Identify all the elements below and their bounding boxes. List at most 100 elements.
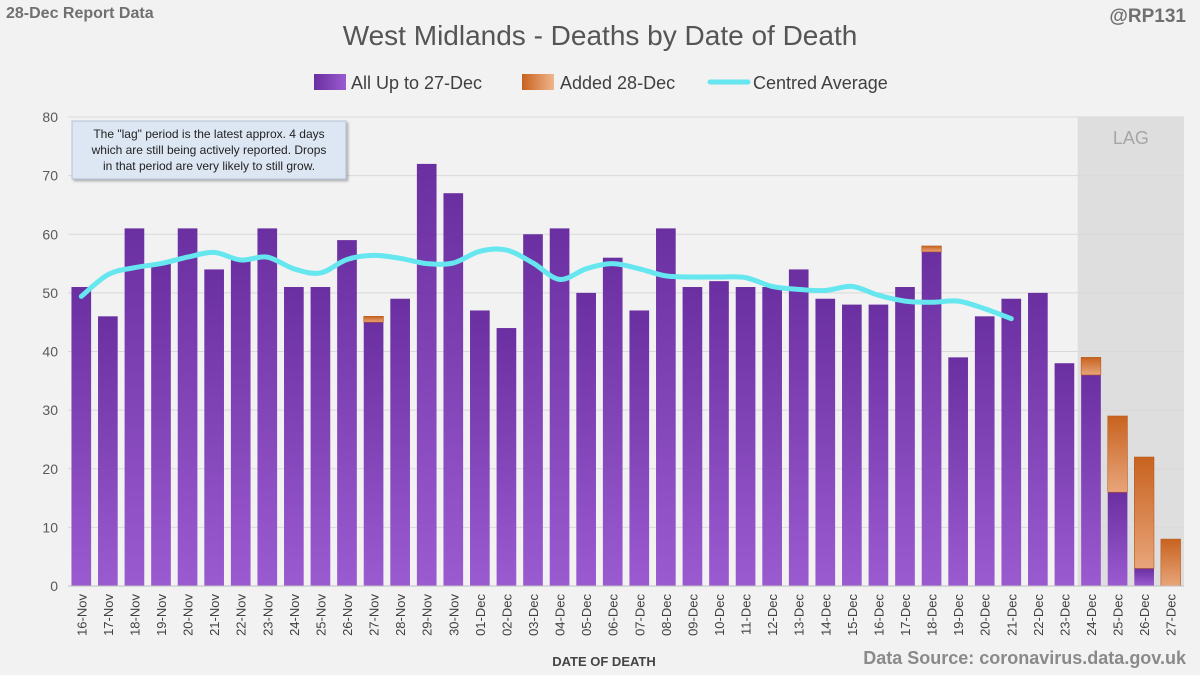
bar-added-28-dec-18-Dec <box>921 245 942 253</box>
bar-all-up-to-27-dec-19-Nov <box>151 263 171 586</box>
bar-all-up-to-27-dec-05-Dec <box>576 292 596 586</box>
x-tick-label-25-Nov: 25-Nov <box>313 594 328 636</box>
bar-all-up-to-27-dec-22-Dec <box>1028 292 1048 586</box>
bar-all-up-to-27-dec-24-Nov <box>284 287 304 586</box>
legend-swatch-all-up-to-27-dec <box>314 74 346 90</box>
x-tick-label-05-Dec: 05-Dec <box>579 594 594 636</box>
x-tick-label-24-Nov: 24-Nov <box>287 594 302 636</box>
bar-added-28-dec-24-Dec <box>1080 357 1102 376</box>
bar-added-28-dec-27-Nov <box>363 316 384 323</box>
bar-all-up-to-27-dec-02-Dec <box>496 328 517 586</box>
x-tick-label-25-Dec: 25-Dec <box>1111 594 1126 636</box>
bar-added-28-dec-27-Dec <box>1160 538 1181 587</box>
lag-annotation-box: The "lag" period is the latest approx. 4… <box>71 120 347 180</box>
bar-all-up-to-27-dec-04-Dec <box>549 228 570 586</box>
bar-all-up-to-27-dec-20-Dec <box>974 316 995 586</box>
y-tick-label: 40 <box>42 344 58 360</box>
bar-all-up-to-27-dec-12-Dec <box>762 287 782 586</box>
x-tick-label-21-Nov: 21-Nov <box>207 594 222 636</box>
y-tick-label: 30 <box>42 402 58 418</box>
x-tick-label-28-Nov: 28-Nov <box>393 594 408 636</box>
x-tick-label-09-Dec: 09-Dec <box>685 594 700 636</box>
bar-all-up-to-27-dec-17-Nov <box>98 316 118 586</box>
x-tick-label-27-Nov: 27-Nov <box>367 594 382 636</box>
x-tick-label-24-Dec: 24-Dec <box>1084 594 1099 636</box>
x-tick-label-12-Dec: 12-Dec <box>765 594 780 636</box>
bar-all-up-to-27-dec-30-Nov <box>443 193 464 586</box>
bar-all-up-to-27-dec-17-Dec <box>895 287 915 586</box>
y-tick-label: 10 <box>42 519 58 535</box>
bar-all-up-to-27-dec-16-Nov <box>71 287 92 586</box>
x-tick-label-20-Nov: 20-Nov <box>181 594 196 636</box>
bar-all-up-to-27-dec-09-Dec <box>682 287 703 586</box>
data-source: Data Source: coronavirus.data.gov.uk <box>863 648 1186 668</box>
bar-all-up-to-27-dec-26-Nov <box>337 240 357 587</box>
bar-added-28-dec-26-Dec <box>1134 456 1155 569</box>
bar-all-up-to-27-dec-06-Dec <box>602 257 623 586</box>
bar-all-up-to-27-dec-15-Dec <box>842 304 862 586</box>
x-tick-label-16-Dec: 16-Dec <box>871 594 886 636</box>
lag-label: LAG <box>1113 128 1149 148</box>
legend: All Up to 27-Dec Added 28-Dec Centred Av… <box>314 73 888 93</box>
x-tick-label-15-Dec: 15-Dec <box>845 594 860 636</box>
x-tick-label-17-Dec: 17-Dec <box>898 594 913 636</box>
x-tick-label-08-Dec: 08-Dec <box>659 594 674 636</box>
x-tick-label-03-Dec: 03-Dec <box>526 594 541 636</box>
bar-all-up-to-27-dec-21-Nov <box>204 269 224 586</box>
x-tick-label-19-Nov: 19-Nov <box>154 594 169 636</box>
bar-all-up-to-27-dec-16-Dec <box>868 304 889 586</box>
annotation-line-1: The "lag" period is the latest approx. 4… <box>93 127 324 141</box>
x-tick-label-26-Nov: 26-Nov <box>340 594 355 636</box>
x-tick-label-10-Dec: 10-Dec <box>712 594 727 636</box>
y-tick-label: 80 <box>42 109 58 125</box>
bar-all-up-to-27-dec-18-Dec <box>921 251 942 586</box>
bar-all-up-to-27-dec-28-Nov <box>390 298 410 586</box>
author-handle: @RP131 <box>1109 6 1186 27</box>
legend-swatch-added-28-dec <box>522 74 554 90</box>
bar-all-up-to-27-dec-29-Nov <box>416 163 437 586</box>
bar-all-up-to-27-dec-08-Dec <box>656 228 676 586</box>
chart-title: West Midlands - Deaths by Date of Death <box>342 20 858 51</box>
y-tick-label: 0 <box>50 578 58 594</box>
x-tick-label-14-Dec: 14-Dec <box>818 594 833 636</box>
report-date-label: 28-Dec Report Data <box>6 5 154 22</box>
x-tick-label-13-Dec: 13-Dec <box>792 594 807 636</box>
x-tick-label-16-Nov: 16-Nov <box>74 594 89 636</box>
x-tick-label-20-Dec: 20-Dec <box>978 594 993 636</box>
bars <box>71 163 1181 587</box>
x-tick-label-18-Dec: 18-Dec <box>925 594 940 636</box>
x-tick-label-11-Dec: 11-Dec <box>739 594 754 635</box>
x-axis-title: DATE OF DEATH <box>552 654 656 669</box>
x-tick-label-02-Dec: 02-Dec <box>499 594 514 636</box>
x-tick-label-21-Dec: 21-Dec <box>1004 594 1019 636</box>
x-tick-label-23-Nov: 23-Nov <box>260 594 275 636</box>
x-tick-label-17-Nov: 17-Nov <box>101 594 116 636</box>
bar-all-up-to-27-dec-23-Nov <box>257 228 278 586</box>
y-tick-label: 70 <box>42 168 58 184</box>
bar-all-up-to-27-dec-13-Dec <box>788 269 809 586</box>
x-tick-label-04-Dec: 04-Dec <box>553 594 568 636</box>
bar-all-up-to-27-dec-26-Dec <box>1134 568 1154 586</box>
bar-all-up-to-27-dec-21-Dec <box>1001 298 1022 586</box>
bar-all-up-to-27-dec-01-Dec <box>470 310 490 586</box>
x-tick-label-01-Dec: 01-Dec <box>473 594 488 636</box>
y-tick-label: 20 <box>42 461 58 477</box>
x-tick-label-26-Dec: 26-Dec <box>1137 594 1152 636</box>
x-axis-ticks: 16-Nov 17-Nov 18-Nov 19-Nov 20-Nov 21-Nov 22-N… <box>74 594 1178 636</box>
bar-added-28-dec-25-Dec <box>1107 415 1128 493</box>
bar-all-up-to-27-dec-25-Nov <box>310 287 331 586</box>
x-tick-label-27-Dec: 27-Dec <box>1164 594 1179 636</box>
bar-all-up-to-27-dec-25-Dec <box>1107 492 1128 586</box>
y-tick-label: 60 <box>42 226 58 242</box>
x-tick-label-22-Dec: 22-Dec <box>1031 594 1046 636</box>
x-tick-label-22-Nov: 22-Nov <box>234 594 249 636</box>
bar-all-up-to-27-dec-24-Dec <box>1081 374 1101 586</box>
legend-label-all-up-to-27-dec: All Up to 27-Dec <box>351 73 482 93</box>
x-tick-label-29-Nov: 29-Nov <box>420 594 435 636</box>
y-tick-label: 50 <box>42 285 58 301</box>
x-tick-label-30-Nov: 30-Nov <box>446 594 461 636</box>
centred-average-line <box>78 246 1014 322</box>
annotation-line-2: which are still being actively reported.… <box>91 143 327 157</box>
x-tick-label-18-Nov: 18-Nov <box>127 594 142 636</box>
